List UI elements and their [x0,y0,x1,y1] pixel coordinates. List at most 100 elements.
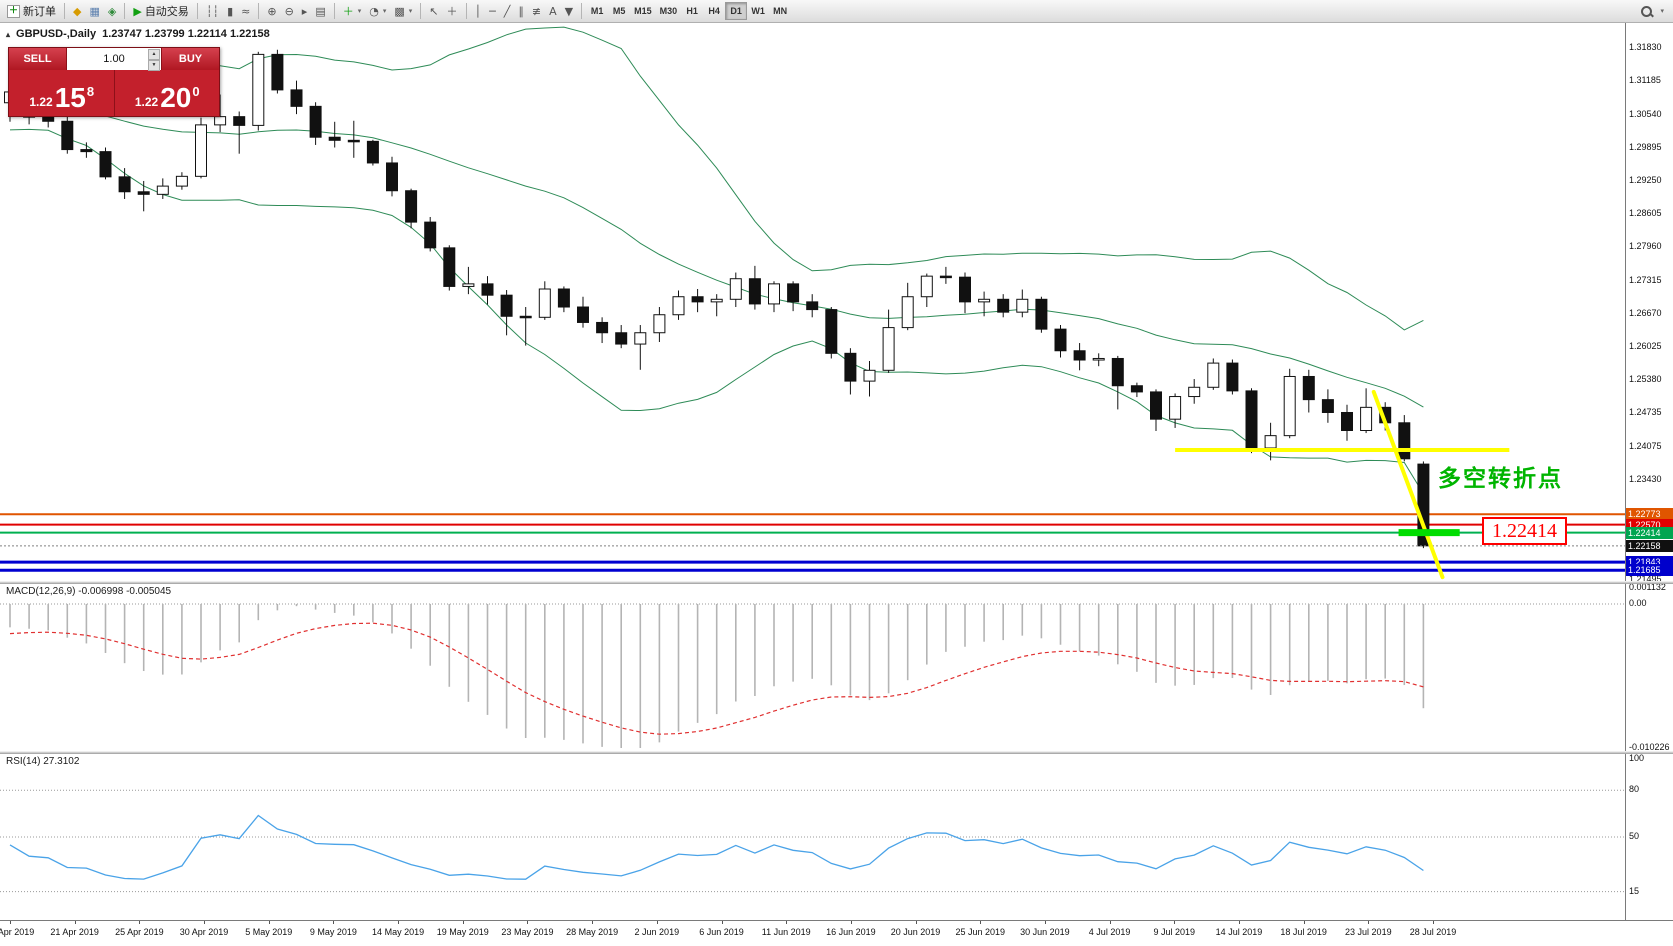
trendline-icon: ╱ [503,4,511,18]
timeframe-mn-button[interactable]: MN [769,2,791,20]
equidistant-channel-button[interactable]: ∥ [514,2,528,21]
cursor-button[interactable]: ↖ [425,2,442,21]
market-watch-button[interactable]: ◆ [69,2,85,21]
time-tick [656,921,658,924]
toolbar-separator [258,3,260,19]
price-tick-label: 1.25380 [1629,374,1662,385]
navigator-button[interactable]: ◈ [104,2,120,21]
date-label: 2 Jun 2019 [634,927,680,937]
macd-tick-label: 0.001132 [1629,582,1666,592]
timeframe-m30-button[interactable]: M30 [656,2,682,20]
trendline-button[interactable]: ╱ [500,2,515,21]
price-tick-label: 1.23430 [1629,474,1662,485]
time-tick [1174,921,1176,924]
auto-scroll-button[interactable]: ▸ [298,2,312,21]
line-chart-button[interactable]: ≈ [237,2,254,21]
price-tag: 1.22414 [1626,526,1673,539]
date-label: 23 Jul 2019 [1345,927,1392,937]
volume-field[interactable]: 1.00 ▲ ▼ [67,48,161,71]
sell-price[interactable]: 1.22 15 8 [9,70,114,116]
time-tick [74,921,76,924]
time-tick [333,921,335,924]
price-tick-label: 1.29250 [1629,174,1662,185]
date-label: 30 Apr 2019 [179,927,229,937]
time-tick [10,921,11,924]
periods-button[interactable]: ◔ ▾ [365,2,390,21]
date-label: 16 Jun 2019 [826,927,876,937]
price-level-label[interactable]: 1.22414 [1482,517,1567,545]
new-order-icon: ＋ [7,4,20,18]
volume-spinner: ▲ ▼ [148,49,160,71]
toolbar-overflow-icon[interactable]: ▾ [1660,8,1664,15]
data-window-button[interactable]: ▦ [85,2,103,21]
timeframe-group: M1 M5 M15 M30 H1 H4 D1 W1 MN [586,2,791,20]
templates-button[interactable]: ▩ ▾ [390,2,416,21]
time-tick [980,921,982,924]
date-label: 9 Jul 2019 [1153,927,1196,937]
timeframe-d1-button[interactable]: D1 [725,2,748,20]
panel-separator[interactable] [0,581,1673,584]
timeframe-m1-button[interactable]: M1 [586,2,608,20]
panel-separator[interactable] [0,751,1673,754]
text-label-button[interactable]: A [545,2,561,21]
price-axis[interactable]: 1.31830 1.31185 1.30540 1.29895 1.29250 1.286… [1625,23,1673,920]
zoom-in-button[interactable]: ⊕ [263,2,280,21]
turning-point-annotation[interactable]: 多空转折点 [1438,465,1563,491]
toolbar-separator [64,3,65,19]
arrows-button[interactable]: ▼ [561,2,577,21]
buy-price[interactable]: 1.22 20 0 [115,70,220,116]
date-label: 30 Jun 2019 [1020,927,1070,937]
bar-chart-icon: ┆┆ [205,4,220,18]
toolbar-groups: ＋新订单 ◆ ▦ ◈ ▶ 自动交易 ┆┆ ▮ ≈ ⊕ ⊖ ▸ ▤ ＋ ▾ ◔ ▾ ▩ ▾ ↖ ＋ │ ─ ╱ ∥ ≢ A ▼ [3,2,577,21]
date-label: 5 May 2019 [245,927,293,937]
chart-shift-button[interactable]: ▤ [311,2,329,21]
trade-prices-row: 1.22 15 8 1.22 20 0 [9,70,219,116]
horizontal-line-icon: ─ [489,4,496,18]
buy-price-main: 1.22 [134,95,159,109]
time-tick [1044,921,1046,924]
toolbar-separator [420,3,422,19]
time-tick [1238,921,1240,924]
bar-chart-button[interactable]: ┆┆ [202,2,223,21]
price-tick-label: 1.24075 [1629,441,1662,452]
volume-decrease-icon[interactable]: ▼ [148,60,160,71]
data-window-icon: ▦ [89,4,100,18]
fibonacci-button[interactable]: ≢ [528,2,545,21]
autotrading-button[interactable]: ▶ 自动交易 [129,2,192,21]
symbol-period-label: GBPUSD-,Daily [16,28,97,40]
crosshair-button[interactable]: ＋ [443,2,462,21]
volume-increase-icon[interactable]: ▲ [148,49,160,60]
ohlc-values: 1.23747 1.23799 1.22114 1.22158 [102,28,270,40]
timeframe-m15-button[interactable]: M15 [630,2,656,20]
price-tag: 1.22158 [1626,539,1673,552]
equidistant-channel-icon: ∥ [518,4,524,18]
arrows-icon: ▼ [564,4,574,18]
vertical-line-button[interactable]: │ [471,2,486,21]
time-axis[interactable]: 15 Apr 2019 21 Apr 2019 25 Apr 2019 30 Apr … [0,920,1673,946]
price-tick-label: 1.30540 [1629,108,1662,119]
timeframe-h4-button[interactable]: H4 [703,2,725,20]
date-label: 21 Apr 2019 [50,927,99,937]
timeframe-w1-button[interactable]: W1 [747,2,769,20]
timeframe-h1-button[interactable]: H1 [681,2,703,20]
zoom-out-button[interactable]: ⊖ [281,2,298,21]
buy-button[interactable]: BUY [161,48,219,70]
search-icon[interactable] [1640,5,1653,18]
time-tick [721,921,723,924]
horizontal-line-button[interactable]: ─ [485,2,500,21]
timeframe-m5-button[interactable]: M5 [608,2,630,20]
sell-button[interactable]: SELL [9,48,67,70]
indicators-button[interactable]: ＋ ▾ [339,2,366,21]
date-label: 14 Jul 2019 [1215,927,1263,937]
collapse-panel-icon[interactable]: ▴ [6,29,11,39]
text-label-icon: A [549,4,557,18]
candlestick-chart-button[interactable]: ▮ [223,2,237,21]
price-tag: 1.22773 [1626,508,1673,521]
price-tick-label: 1.27960 [1629,241,1662,252]
sell-price-main: 1.22 [29,95,53,109]
new-order-button[interactable]: ＋新订单 [3,2,60,21]
autotrading-label: 自动交易 [144,6,189,18]
toolbar: ＋新订单 ◆ ▦ ◈ ▶ 自动交易 ┆┆ ▮ ≈ ⊕ ⊖ ▸ ▤ ＋ ▾ ◔ ▾ ▩ ▾ ↖ ＋ │ ─ ╱ ∥ ≢ A ▼ M1 M5… [0,0,1673,23]
rsi-indicator-label: RSI(14) 27.3102 [6,756,80,767]
